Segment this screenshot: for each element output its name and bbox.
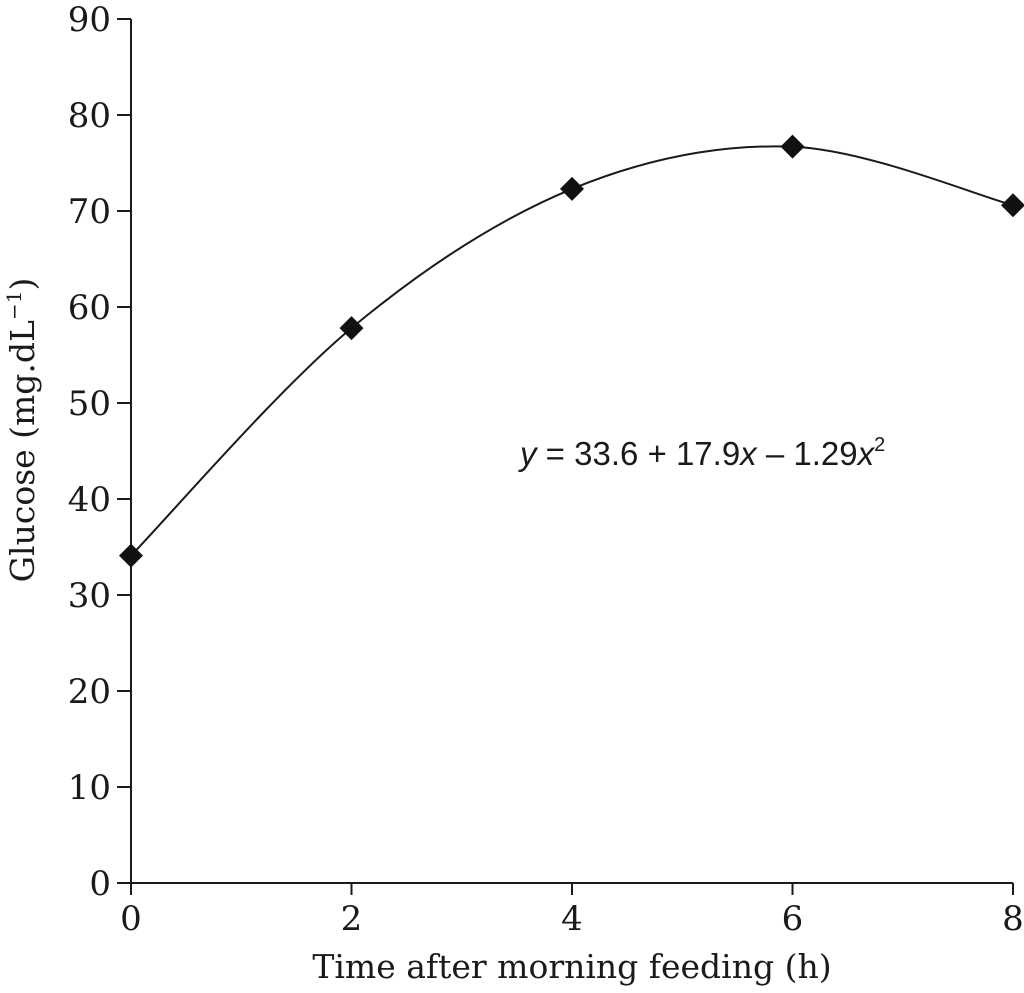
data-point-0 xyxy=(119,543,143,568)
data-point-8 xyxy=(1001,193,1024,218)
y-axis-title-sup: −1 xyxy=(2,291,26,320)
x-tick-label-2: 2 xyxy=(341,899,363,939)
fit-curve xyxy=(130,145,1014,557)
fit-equation: y = 33.6 + 17.9x – 1.29x2 xyxy=(518,434,885,472)
y-tick-label-20: 20 xyxy=(68,672,111,712)
y-tick-label-80: 80 xyxy=(68,96,111,136)
equation-x2: x xyxy=(856,435,876,472)
data-markers xyxy=(119,134,1024,568)
y-tick-label-30: 30 xyxy=(68,576,111,616)
y-axis-title-main: Glucose (mg.dL xyxy=(3,320,42,582)
data-point-6 xyxy=(780,134,805,159)
y-tick-label-60: 60 xyxy=(68,288,111,328)
data-point-4 xyxy=(560,176,584,201)
equation-y: y xyxy=(518,435,539,472)
y-tick-label-10: 10 xyxy=(68,768,111,808)
equation-exp: 2 xyxy=(874,434,885,456)
y-axis-title-close: ) xyxy=(3,278,42,291)
y-tick-label-70: 70 xyxy=(68,192,111,232)
equation-mid: = 33.6 + 17.9 xyxy=(537,435,741,472)
data-point-2 xyxy=(339,316,364,341)
y-axis-title: Glucose (mg.dL−1) xyxy=(2,278,42,583)
x-tick-label-4: 4 xyxy=(561,899,583,939)
y-tick-label-40: 40 xyxy=(68,480,111,520)
y-tick-label-0: 0 xyxy=(89,864,111,904)
y-axis-ticks: 0 10 20 30 40 50 60 70 80 90 xyxy=(68,0,131,904)
y-tick-label-90: 90 xyxy=(68,0,111,40)
y-tick-label-50: 50 xyxy=(68,384,111,424)
x-axis-ticks: 0 2 4 6 8 xyxy=(120,883,1024,939)
equation-x1: x xyxy=(738,435,758,472)
x-axis-title: Time after morning feeding (h) xyxy=(312,947,831,986)
equation-tail: – 1.29 xyxy=(757,435,858,472)
x-tick-label-8: 8 xyxy=(1002,899,1024,939)
x-tick-label-6: 6 xyxy=(782,899,804,939)
x-tick-label-0: 0 xyxy=(120,899,142,939)
